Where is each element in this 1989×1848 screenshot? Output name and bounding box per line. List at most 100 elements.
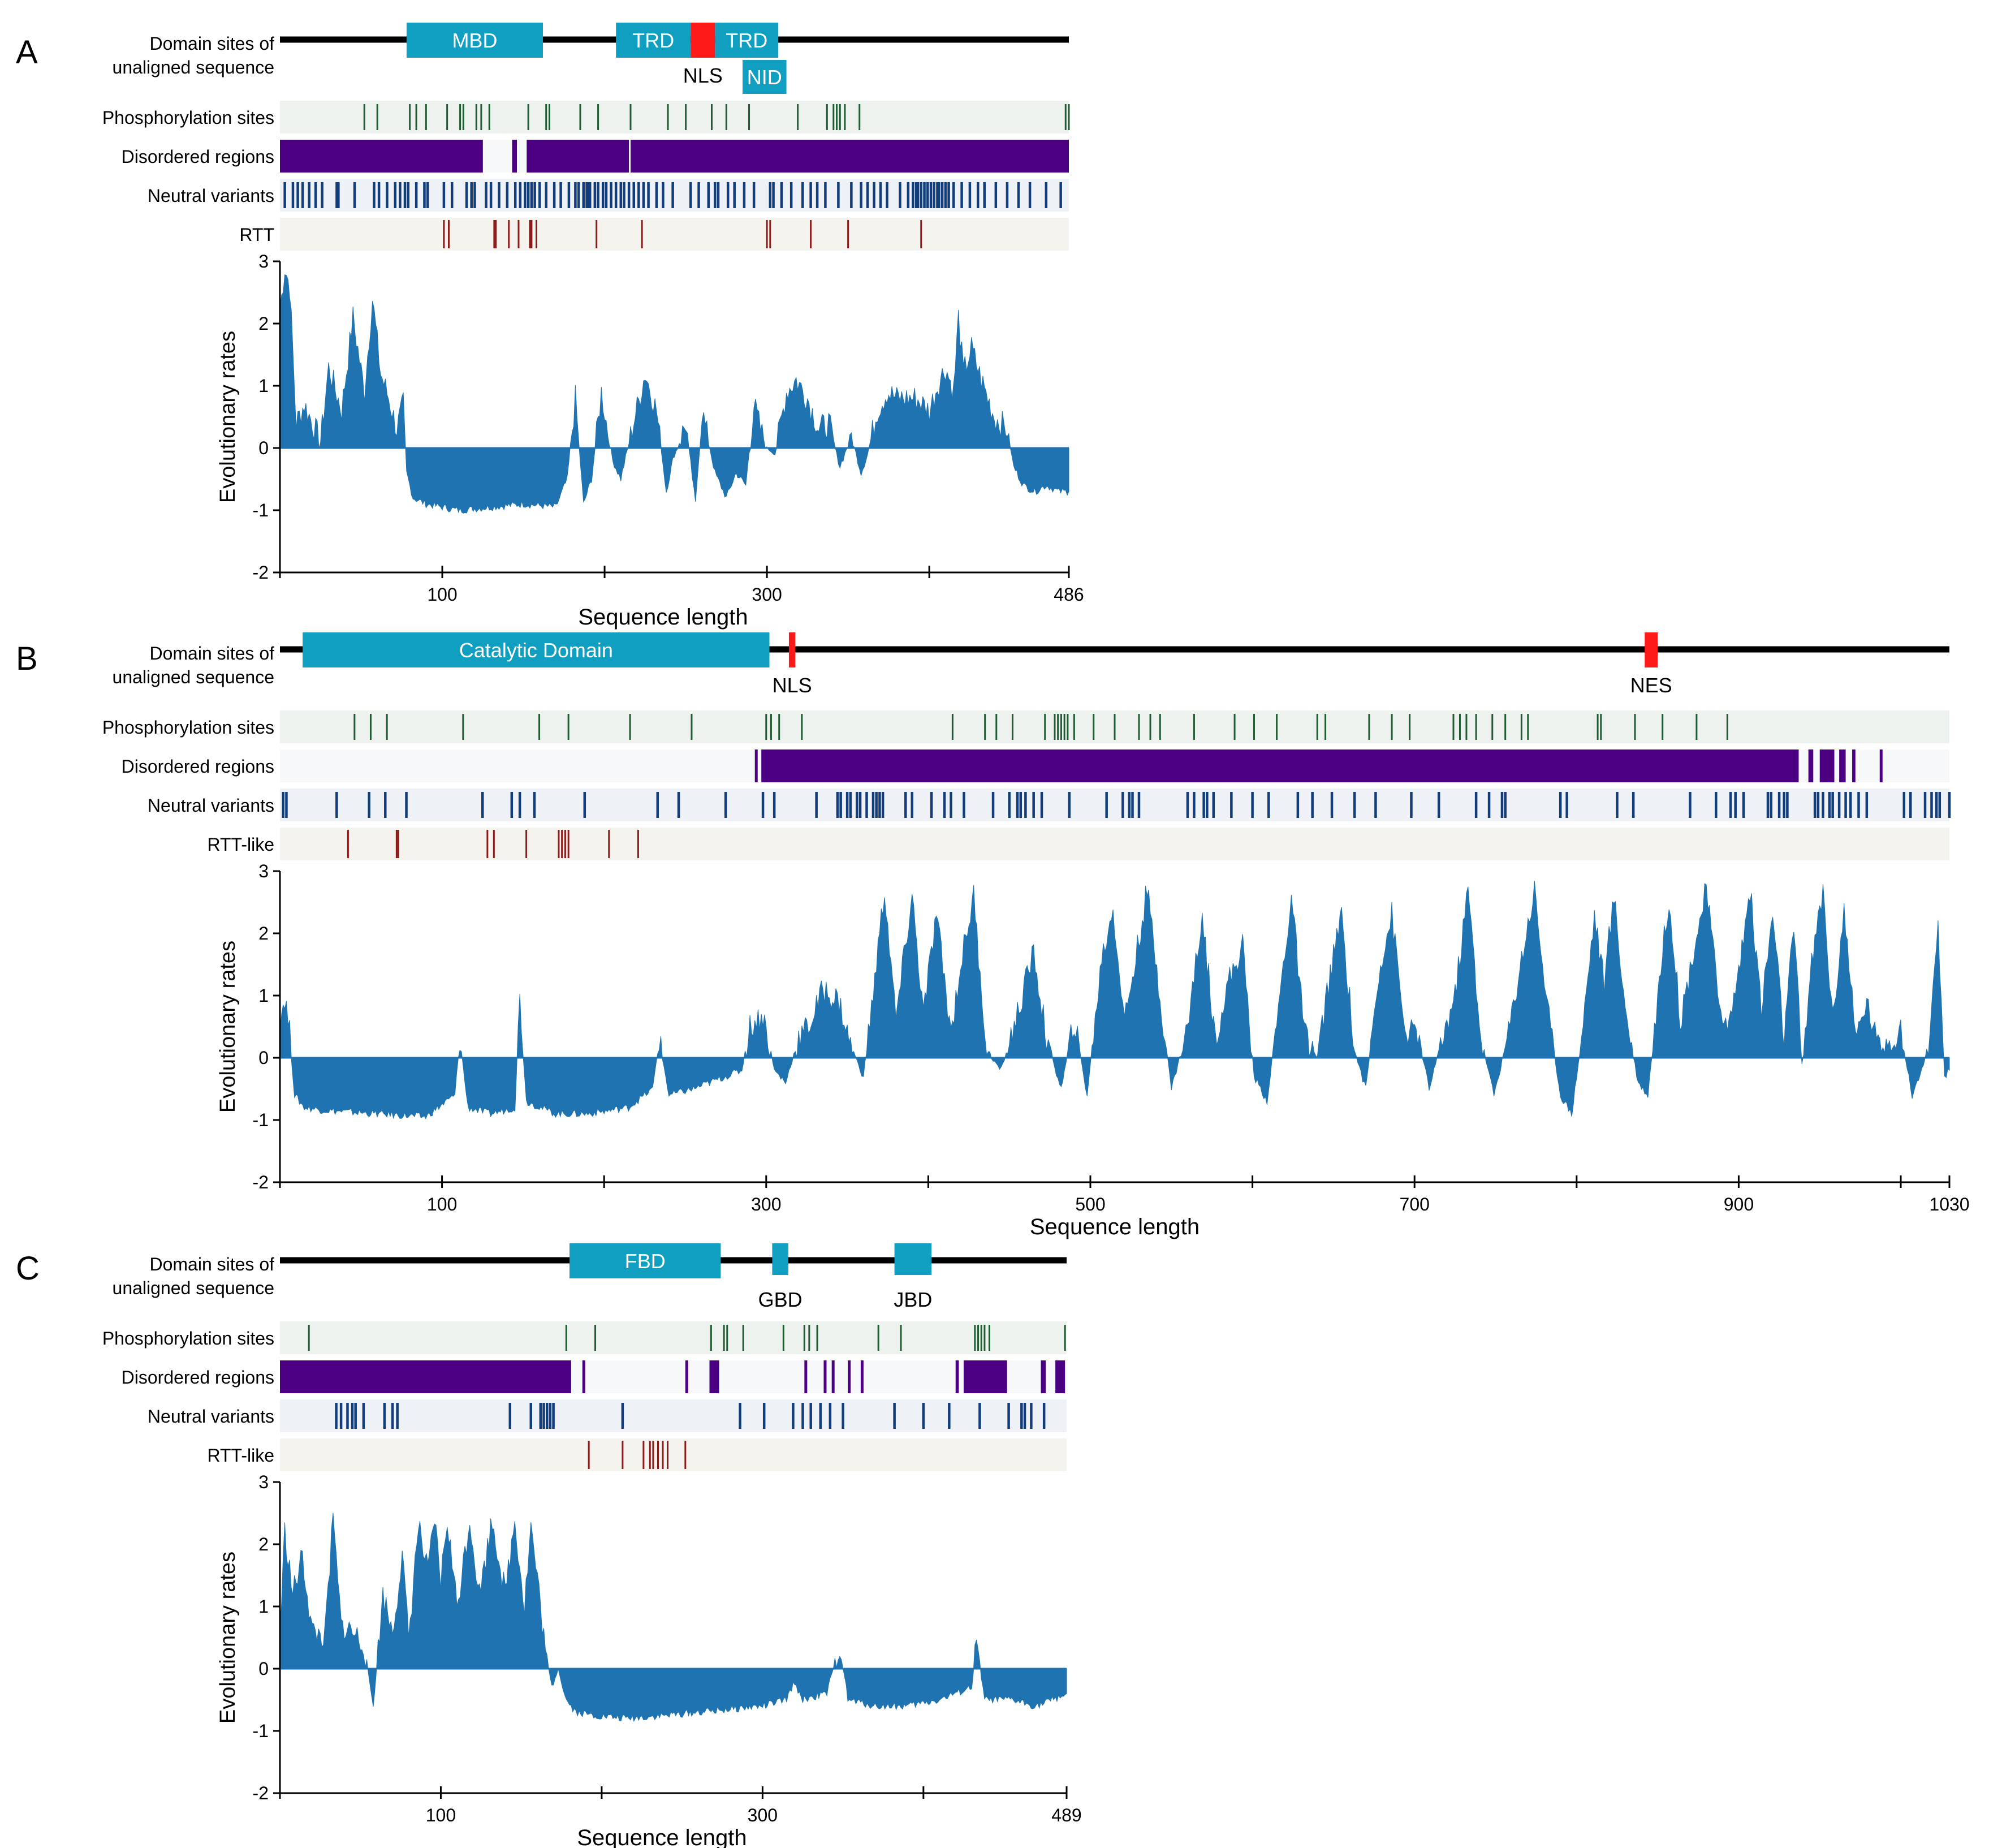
neutral-mark	[773, 792, 776, 818]
neutral-mark	[1909, 792, 1912, 818]
phospho-mark	[826, 104, 828, 130]
phospho-mark	[742, 1325, 744, 1351]
panel-B: B Domain sites of unaligned sequence Cataly…	[16, 632, 1970, 1239]
phospho-mark	[1634, 714, 1636, 740]
phospho-mark	[1149, 714, 1151, 740]
neutral-mark	[878, 792, 881, 818]
neutral-mark	[960, 182, 963, 208]
neutral-mark	[465, 182, 468, 208]
phospho-mark	[1491, 714, 1494, 740]
phospho-mark	[778, 714, 780, 740]
neutral-mark	[383, 1403, 386, 1429]
neutral-mark	[473, 182, 476, 208]
neutral-mark	[743, 182, 746, 208]
rtt-mark	[684, 1441, 687, 1469]
neutral-mark	[1024, 792, 1027, 818]
neutral-mark	[394, 182, 397, 208]
rtt-mark	[561, 830, 563, 858]
neutral-mark	[1559, 792, 1562, 818]
neutral-mark	[519, 182, 522, 208]
neutral-mark	[377, 182, 381, 208]
neutral-mark	[605, 182, 608, 208]
neutral-mark	[1128, 792, 1131, 818]
evolutionary-rate-area	[279, 1513, 1067, 1722]
neutral-mark	[351, 1403, 354, 1429]
neutral-mark	[912, 182, 914, 208]
phospho-mark	[1452, 714, 1455, 740]
phospho-mark	[1057, 714, 1059, 740]
panel-letter: B	[16, 640, 38, 677]
phospho-mark	[1233, 714, 1236, 740]
phospho-mark	[369, 714, 372, 740]
rtt-mark	[486, 830, 489, 858]
rtt-track-label: RTT-like	[207, 834, 274, 855]
neutral-mark	[879, 182, 882, 208]
neutral-mark	[545, 1403, 549, 1429]
rtt-mark	[525, 830, 528, 858]
phospho-mark	[597, 104, 599, 130]
phospho-mark	[475, 104, 477, 130]
neutral-mark	[1251, 792, 1254, 818]
neutral-mark	[545, 182, 547, 208]
neutral-mark	[1040, 792, 1043, 818]
phospho-mark	[1695, 714, 1698, 740]
neutral-mark	[1632, 792, 1635, 818]
neutral-mark	[339, 1403, 343, 1429]
neutral-mark	[726, 182, 730, 208]
neutral-mark	[662, 182, 665, 208]
neutral-mark	[1565, 792, 1568, 818]
neutral-mark	[947, 182, 950, 208]
phospho-mark	[363, 104, 365, 130]
phospho-mark	[1063, 714, 1065, 740]
phospho-mark	[988, 1325, 990, 1351]
phospho-mark	[1114, 714, 1116, 740]
neutral-mark	[549, 1403, 552, 1429]
neutral-mark	[1230, 792, 1233, 818]
neutral-mark	[875, 792, 878, 818]
neutral-mark	[282, 792, 284, 818]
neutral-mark	[1786, 792, 1789, 818]
neutral-mark	[1186, 792, 1189, 818]
y-tick-label: -1	[253, 1721, 269, 1741]
rtt-mark	[637, 830, 639, 858]
neutral-mark	[632, 182, 635, 208]
phospho-mark	[538, 714, 541, 740]
phospho-mark	[386, 714, 388, 740]
domain-box	[406, 23, 543, 58]
phospho-mark	[565, 1325, 567, 1351]
phospho-mark	[488, 104, 490, 130]
neutral-mark	[567, 182, 571, 208]
phospho-mark	[545, 104, 547, 130]
signal-marker	[1645, 632, 1658, 667]
neutral-mark	[552, 1403, 555, 1429]
neutral-mark	[983, 182, 986, 208]
y-axis-label: Evolutionary rates	[216, 331, 240, 503]
neutral-mark	[637, 182, 640, 208]
phospho-mark	[711, 104, 713, 130]
rtt-mark	[608, 830, 610, 858]
phospho-mark	[1159, 714, 1161, 740]
neutral-mark	[1006, 182, 1009, 208]
phospho-mark	[797, 104, 799, 130]
neutral-mark	[621, 1403, 624, 1429]
domain-label: Catalytic Domain	[459, 639, 613, 662]
x-tick-label: 700	[1400, 1194, 1430, 1214]
phospho-mark	[1067, 714, 1069, 740]
neutral-mark	[1616, 792, 1619, 818]
neutral-mark	[829, 1403, 832, 1429]
y-tick-label: 3	[258, 1472, 269, 1492]
phospho-mark	[446, 104, 448, 130]
x-tick-label: 486	[1054, 584, 1084, 605]
phospho-mark	[1068, 104, 1070, 130]
neutral-mark	[911, 792, 913, 818]
neutral-mark	[1766, 792, 1770, 818]
phospho-mark	[723, 1325, 725, 1351]
neutral-mark	[588, 182, 592, 208]
rtt-mark	[517, 220, 520, 248]
rtt-mark	[508, 220, 510, 248]
domain-label-line2: unaligned sequence	[113, 57, 274, 77]
neutral-mark	[1330, 792, 1334, 818]
neutral-mark	[1017, 182, 1020, 208]
neutral-mark	[769, 182, 772, 208]
